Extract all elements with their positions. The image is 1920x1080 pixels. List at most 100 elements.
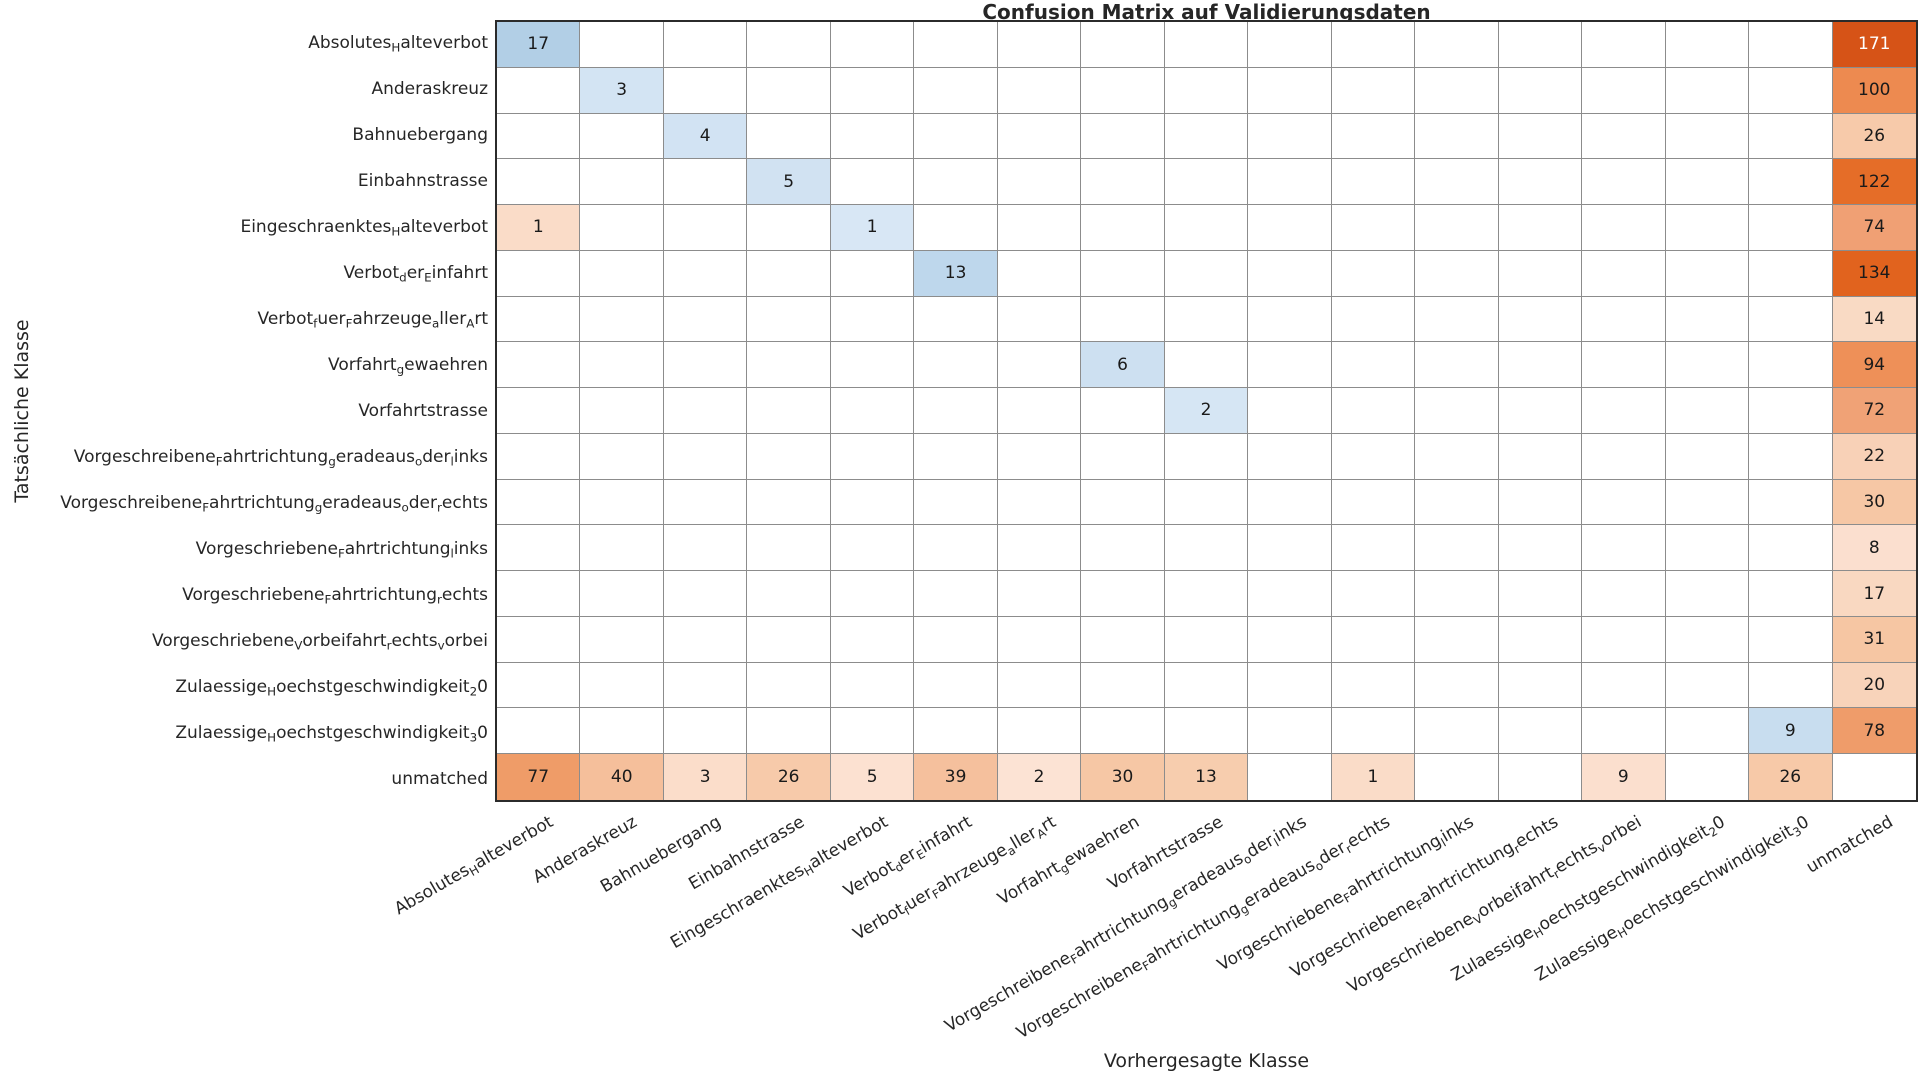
matrix-cell (914, 22, 998, 68)
matrix-cell (497, 571, 581, 617)
matrix-cell (1248, 708, 1332, 755)
matrix-cell: 9 (1749, 708, 1833, 755)
matrix-cell (1665, 205, 1750, 251)
matrix-cell (830, 616, 915, 663)
matrix-cell (1582, 250, 1666, 297)
matrix-cell (497, 525, 581, 572)
matrix-cell (747, 22, 831, 68)
matrix-cell (997, 342, 1082, 389)
matrix-cell (663, 67, 748, 114)
matrix-cell (997, 113, 1082, 160)
matrix-cell (997, 662, 1082, 709)
matrix-cell: 17 (1832, 571, 1916, 617)
matrix-cell (580, 159, 664, 206)
matrix-cell (1665, 250, 1750, 297)
matrix-cell (1164, 67, 1249, 114)
matrix-cell (997, 250, 1082, 297)
matrix-cell (997, 388, 1082, 434)
matrix-cell (747, 616, 831, 663)
matrix-cell (1749, 113, 1833, 160)
matrix-cell (497, 708, 581, 755)
matrix-cell (1248, 67, 1332, 114)
matrix-cell (747, 205, 831, 251)
matrix-cell (997, 159, 1082, 206)
matrix-cell: 78 (1832, 708, 1916, 755)
matrix-cell (1498, 22, 1583, 68)
matrix-cell (1081, 250, 1165, 297)
matrix-cell (747, 479, 831, 526)
matrix-cell (663, 388, 748, 434)
matrix-cell (497, 662, 581, 709)
matrix-cell (580, 525, 664, 572)
matrix-cell: 3 (663, 754, 748, 800)
matrix-cell (1833, 754, 1916, 800)
matrix-cell (1582, 388, 1666, 434)
row-label: VorgeschriebeneFahrtrichtunglinks (195, 539, 488, 561)
matrix-cell (1665, 433, 1750, 480)
matrix-cell (1665, 159, 1750, 206)
matrix-cell (1164, 479, 1249, 526)
matrix-cell (1749, 205, 1833, 251)
col-label: Vorfahrtgewaehren (994, 812, 1143, 910)
matrix-cell (1499, 754, 1583, 800)
matrix-cell (663, 616, 748, 663)
matrix-cell (1749, 571, 1833, 617)
row-label: EingeschraenktesHalteverbot (240, 217, 488, 239)
matrix-cell: 14 (1832, 296, 1916, 343)
matrix-cell (914, 205, 998, 251)
matrix-cell (1582, 342, 1666, 389)
matrix-cell (830, 296, 915, 343)
matrix-cell: 5 (747, 159, 831, 206)
matrix-cell (1248, 342, 1332, 389)
matrix-cell (1415, 479, 1499, 526)
matrix-cell: 26 (747, 754, 831, 800)
matrix-cell (1498, 708, 1583, 755)
matrix-cell (1582, 479, 1666, 526)
matrix-cell (1081, 67, 1165, 114)
matrix-cell (997, 22, 1082, 68)
matrix-cell: 72 (1832, 388, 1916, 434)
matrix-cell (497, 388, 581, 434)
matrix-cell (663, 525, 748, 572)
matrix-cell (1415, 571, 1499, 617)
matrix-cell (747, 250, 831, 297)
matrix-cell (914, 571, 998, 617)
matrix-cell (1415, 22, 1499, 68)
matrix-cell (1248, 159, 1332, 206)
matrix-cell: 5 (830, 754, 915, 800)
matrix-cell (1081, 479, 1165, 526)
matrix-cell (997, 479, 1082, 526)
matrix-cell (1582, 525, 1666, 572)
matrix-cell (1498, 388, 1583, 434)
matrix-cell (1582, 708, 1666, 755)
matrix-cell (747, 67, 831, 114)
matrix-cell: 30 (1081, 754, 1165, 800)
matrix-cell (1415, 250, 1499, 297)
matrix-cell (1415, 754, 1499, 800)
matrix-cell (1248, 296, 1332, 343)
matrix-cell (1498, 525, 1583, 572)
matrix-cell (830, 388, 915, 434)
matrix-cell (1665, 113, 1750, 160)
row-label: VerbotderEinfahrt (343, 263, 489, 285)
matrix-cell (1331, 22, 1416, 68)
matrix-cell (914, 662, 998, 709)
matrix-cell (1331, 159, 1416, 206)
matrix-cell (1081, 205, 1165, 251)
matrix-cell (1498, 571, 1583, 617)
matrix-cell (1081, 525, 1165, 572)
matrix-cell (1749, 342, 1833, 389)
matrix-cell: 134 (1832, 250, 1916, 297)
matrix-cell (914, 67, 998, 114)
matrix-cell (830, 571, 915, 617)
matrix-cell (1582, 296, 1666, 343)
matrix-cell (1665, 388, 1750, 434)
matrix-cell (1081, 433, 1165, 480)
matrix-cell (1749, 525, 1833, 572)
matrix-cell (580, 296, 664, 343)
matrix-cell (663, 433, 748, 480)
matrix-cell (1164, 525, 1249, 572)
matrix-cell (830, 342, 915, 389)
matrix-cell (580, 708, 664, 755)
matrix-cell (747, 113, 831, 160)
